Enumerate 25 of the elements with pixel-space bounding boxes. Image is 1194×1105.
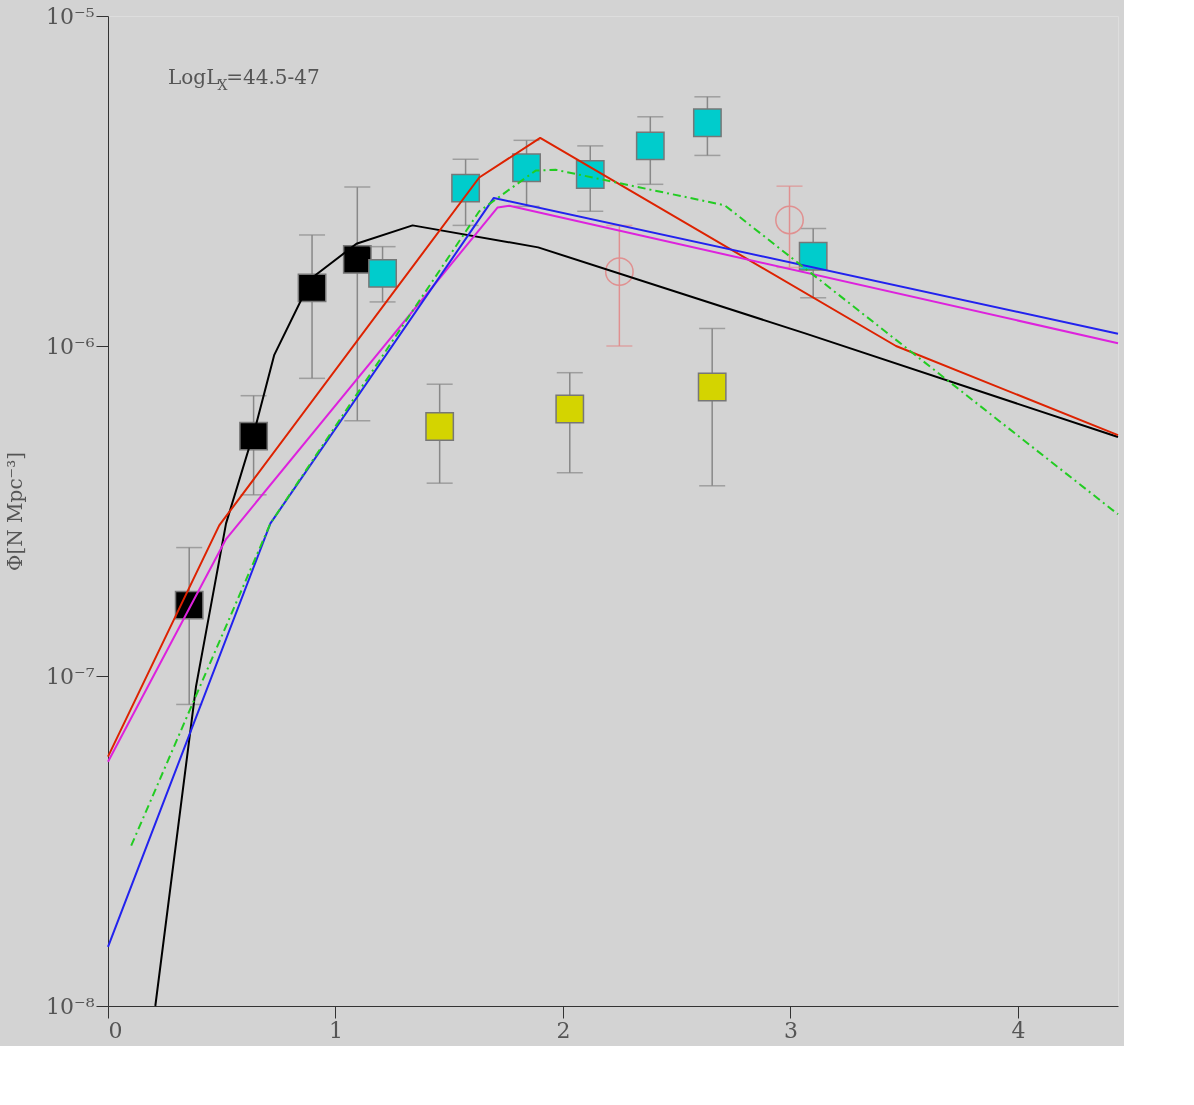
y-axis-title: Φ[N Mpc⁻³] bbox=[3, 452, 28, 571]
x-tick-label: 0 bbox=[108, 1017, 123, 1043]
point bbox=[692, 108, 722, 138]
point bbox=[425, 412, 455, 441]
x-tick-label: 2 bbox=[556, 1017, 571, 1043]
y-tick-label: 10⁻⁶ bbox=[46, 333, 95, 359]
point bbox=[635, 131, 665, 161]
point bbox=[342, 244, 372, 274]
point bbox=[368, 258, 398, 288]
point bbox=[798, 241, 828, 271]
x-tick-label: 4 bbox=[1011, 1017, 1026, 1043]
y-tick-label: 10⁻⁸ bbox=[46, 993, 95, 1019]
y-tick-label: 10⁻⁵ bbox=[46, 3, 95, 29]
point bbox=[297, 273, 327, 303]
x-tick-label: 1 bbox=[328, 1017, 343, 1043]
point bbox=[512, 153, 541, 183]
line-series bbox=[130, 168, 1119, 847]
point bbox=[239, 421, 269, 451]
point bbox=[604, 257, 634, 287]
point bbox=[451, 173, 481, 203]
point bbox=[775, 205, 804, 235]
point bbox=[555, 394, 585, 424]
point bbox=[697, 372, 727, 402]
y-tick-label: 10⁻⁷ bbox=[46, 663, 95, 689]
x-tick-label: 3 bbox=[783, 1017, 798, 1043]
